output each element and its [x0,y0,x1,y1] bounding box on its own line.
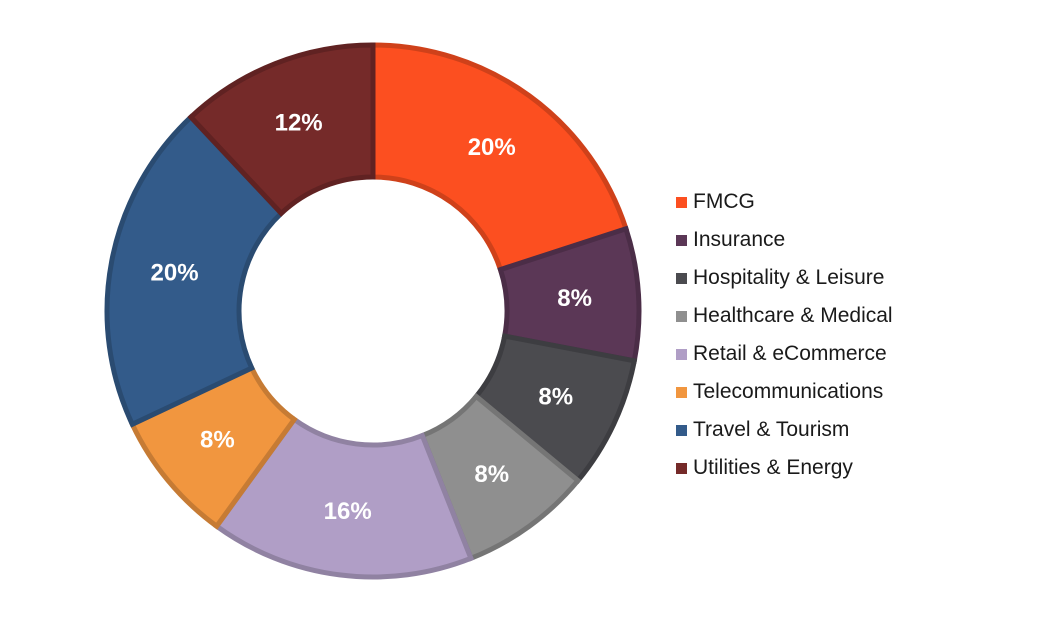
legend-item-retail-and-ecommerce: Retail & eCommerce [676,335,893,373]
legend-label: Travel & Tourism [693,418,850,441]
legend-item-telecommunications: Telecommunications [676,373,893,411]
legend-swatch [676,386,687,398]
legend-label: Utilities & Energy [693,456,853,479]
legend-label: Insurance [693,228,786,251]
legend-swatch [676,348,687,360]
slice-fmcg [370,42,630,273]
legend-swatch [676,424,687,436]
data-label-hospitality-and-leisure: 8% [538,384,573,411]
data-label-travel-and-tourism: 20% [151,260,199,287]
legend-label: Hospitality & Leisure [693,266,885,289]
data-label-insurance: 8% [557,285,592,312]
legend-item-travel-and-tourism: Travel & Tourism [676,411,893,449]
legend-label: Retail & eCommerce [693,342,887,365]
legend-item-healthcare-and-medical: Healthcare & Medical [676,297,893,335]
legend-swatch [676,272,687,284]
data-label-utilities-and-energy: 12% [275,110,323,137]
data-label-retail-and-ecommerce: 16% [324,498,372,525]
legend-item-insurance: Insurance [676,221,893,259]
legend-swatch [676,310,687,322]
data-label-healthcare-and-medical: 8% [474,461,509,488]
legend-label: Telecommunications [693,380,884,403]
data-label-telecommunications: 8% [200,426,235,453]
legend-swatch [676,234,687,246]
slice-utilities-and-energy [187,42,376,217]
legend-item-utilities-and-energy: Utilities & Energy [676,449,893,487]
slice-travel-and-tourism [104,113,285,428]
slice-retail-and-ecommerce [213,415,475,580]
chart-legend: FMCG Insurance Hospitality & Leisure Health… [676,183,893,487]
legend-swatch [676,196,687,208]
legend-item-hospitality-and-leisure: Hospitality & Leisure [676,259,893,297]
legend-swatch [676,462,687,474]
legend-label: Healthcare & Medical [693,304,893,327]
legend-label: FMCG [693,190,755,213]
data-label-fmcg: 20% [468,134,516,161]
legend-item-fmcg: FMCG [676,183,893,221]
